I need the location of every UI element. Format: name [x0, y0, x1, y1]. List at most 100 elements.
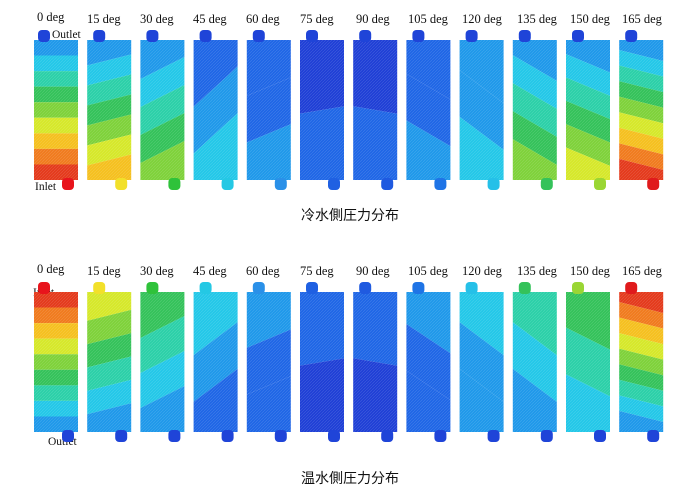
port-bottom	[381, 178, 394, 190]
port-top	[465, 30, 478, 42]
port-top	[359, 282, 372, 294]
mesh-texture	[406, 40, 451, 180]
contour-plate	[300, 292, 344, 432]
inlet-label: Inlet	[35, 181, 57, 193]
contour-plate	[512, 40, 557, 180]
contour-plate	[300, 40, 344, 180]
contour-plate	[87, 292, 132, 432]
contour-plate	[459, 40, 504, 180]
port-top	[199, 30, 212, 42]
port-bottom	[274, 178, 287, 190]
port-bottom	[274, 430, 287, 442]
angle-label: 90 deg	[356, 264, 390, 278]
port-top	[518, 282, 531, 294]
mesh-texture	[193, 292, 238, 432]
port-bottom	[540, 178, 553, 190]
port-bottom	[115, 178, 128, 190]
contour-plate	[459, 292, 504, 432]
port-top	[252, 30, 265, 42]
contour-plate	[34, 292, 78, 432]
mesh-texture	[300, 40, 344, 180]
contour-plate	[619, 292, 664, 432]
contour-plate	[246, 292, 291, 432]
port-top	[38, 30, 50, 42]
port-bottom	[168, 178, 181, 190]
port-bottom	[487, 430, 500, 442]
contour-plate	[193, 292, 238, 432]
contour-plate	[353, 40, 398, 180]
contour-plate	[619, 40, 664, 180]
port-bottom	[434, 430, 447, 442]
mesh-texture	[459, 292, 504, 432]
outlet-label: Outlet	[52, 29, 81, 41]
contour-plate	[140, 40, 185, 180]
angle-label: 15 deg	[87, 264, 121, 278]
port-top	[465, 282, 478, 294]
mesh-texture	[87, 40, 132, 180]
angle-label: 105 deg	[408, 12, 448, 26]
port-bottom	[221, 430, 234, 442]
port-top	[359, 30, 372, 42]
mesh-texture	[619, 292, 664, 432]
mesh-texture	[300, 292, 344, 432]
port-top	[306, 282, 318, 294]
angle-label: 165 deg	[622, 12, 662, 26]
mesh-texture	[140, 40, 185, 180]
mesh-texture	[246, 40, 291, 180]
angle-label: 0 deg	[37, 262, 65, 276]
port-bottom	[221, 178, 234, 190]
angle-label: 90 deg	[356, 12, 390, 26]
angle-label: 60 deg	[246, 12, 280, 26]
port-top	[412, 282, 425, 294]
port-top	[572, 282, 584, 294]
angle-label: 45 deg	[193, 264, 227, 278]
angle-label: 150 deg	[570, 12, 610, 26]
contour-plate	[246, 40, 291, 180]
angle-label: 0 deg	[37, 10, 65, 24]
angle-label: 120 deg	[462, 264, 502, 278]
mesh-texture	[512, 292, 557, 432]
mesh-texture	[353, 40, 398, 180]
contour-plate	[406, 40, 451, 180]
angle-label: 30 deg	[140, 264, 174, 278]
port-bottom	[647, 430, 660, 442]
mesh-texture	[34, 40, 78, 180]
mesh-texture	[353, 292, 398, 432]
port-bottom	[594, 178, 606, 190]
mesh-texture	[140, 292, 185, 432]
contour-plate	[34, 40, 78, 180]
port-bottom	[62, 178, 74, 190]
mesh-texture	[566, 292, 610, 432]
port-bottom	[62, 430, 74, 442]
contour-plate	[353, 292, 398, 432]
port-bottom	[434, 178, 447, 190]
port-top	[146, 282, 159, 294]
angle-label: 135 deg	[517, 12, 557, 26]
port-top	[38, 282, 50, 294]
cold-side-caption: 冷水側圧力分布	[301, 208, 399, 224]
port-top	[518, 30, 531, 42]
contour-plate	[140, 292, 185, 432]
port-top	[412, 30, 425, 42]
port-top	[625, 30, 638, 42]
contour-plate	[87, 40, 132, 180]
angle-label: 75 deg	[300, 264, 334, 278]
angle-label: 165 deg	[622, 264, 662, 278]
angle-label: 150 deg	[570, 264, 610, 278]
mesh-texture	[246, 292, 291, 432]
angle-label: 60 deg	[246, 264, 280, 278]
angle-label: 15 deg	[87, 12, 121, 26]
mesh-texture	[34, 292, 78, 432]
port-top	[306, 30, 318, 42]
port-bottom	[594, 430, 606, 442]
mesh-texture	[406, 292, 451, 432]
port-top	[252, 282, 265, 294]
port-bottom	[168, 430, 181, 442]
port-top	[93, 282, 106, 294]
mesh-texture	[193, 40, 238, 180]
angle-label: 45 deg	[193, 12, 227, 26]
port-top	[625, 282, 638, 294]
port-bottom	[647, 178, 660, 190]
port-top	[572, 30, 584, 42]
